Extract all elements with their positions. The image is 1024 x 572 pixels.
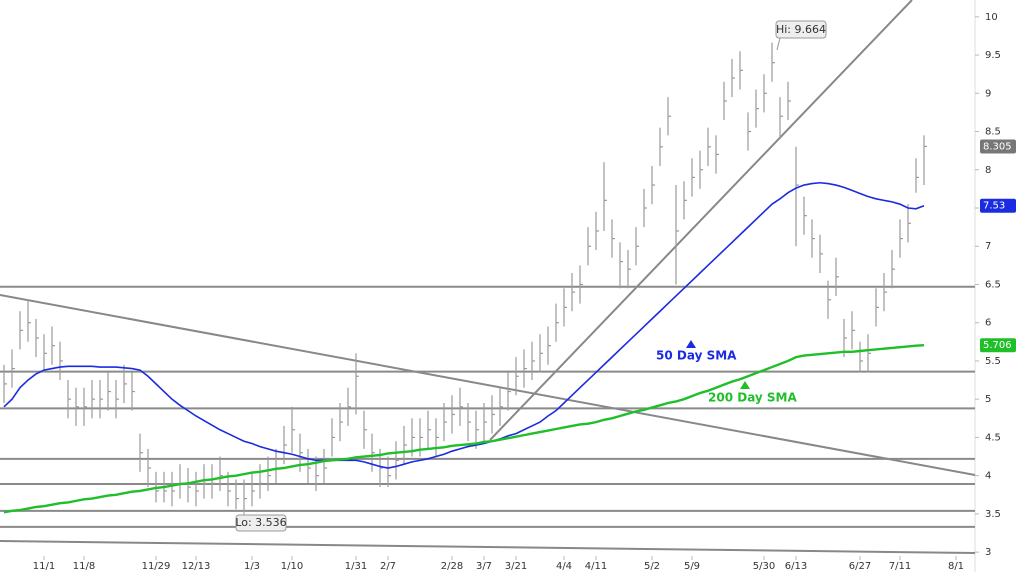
- x-tick-label: 5/9: [684, 561, 700, 572]
- sma-line: [3, 343, 925, 514]
- x-tick-label: 6/13: [785, 561, 807, 572]
- y-tick-label: 4.5: [985, 432, 1001, 443]
- y-tick-label: 9.5: [985, 50, 1001, 61]
- plot: 33.544.555.566.577.588.599.51011/111/811…: [0, 12, 1016, 572]
- last-sma-label: 5.706: [983, 340, 1012, 351]
- sma50-label: 50 Day SMA: [656, 349, 737, 363]
- trendline: [0, 540, 976, 554]
- last-price-label-box: [980, 139, 1016, 154]
- last-sma-label-box: [980, 198, 1016, 213]
- last-sma-label-box: [980, 338, 1016, 353]
- y-tick-label: 3.5: [985, 509, 1001, 520]
- trendline: [489, 0, 913, 441]
- x-tick-label: 4/4: [556, 561, 572, 572]
- x-tick-label: 3/21: [505, 561, 527, 572]
- x-tick-label: 11/29: [142, 561, 171, 572]
- hi-connector: [776, 37, 781, 51]
- lo-label: Lo: 3.536: [235, 516, 286, 529]
- y-tick-label: 4: [985, 471, 991, 482]
- sma50-marker: [686, 340, 696, 348]
- x-tick-label: 4/11: [585, 561, 607, 572]
- y-tick-label: 5.5: [985, 356, 1001, 367]
- trendline: [0, 294, 976, 476]
- y-tick-label: 8: [985, 165, 991, 176]
- last-sma-label: 7.53: [983, 201, 1005, 212]
- x-tick-label: 1/31: [345, 561, 367, 572]
- sma200-label: 200 Day SMA: [708, 391, 798, 405]
- y-tick-label: 8.5: [985, 127, 1001, 138]
- y-tick-label: 7: [985, 241, 991, 252]
- y-tick-label: 3: [985, 547, 991, 558]
- x-tick-label: 6/27: [849, 561, 871, 572]
- x-tick-label: 11/8: [73, 561, 95, 572]
- x-tick-label: 12/13: [182, 561, 211, 572]
- hi-label: Hi: 9.664: [776, 23, 826, 36]
- x-tick-label: 3/7: [476, 561, 492, 572]
- y-tick-label: 10: [985, 12, 998, 23]
- x-tick-label: 2/28: [441, 561, 463, 572]
- x-tick-label: 1/10: [281, 561, 303, 572]
- sma-line: [3, 181, 925, 469]
- x-tick-label: 5/2: [644, 561, 660, 572]
- lo-box: [235, 514, 287, 532]
- y-tick-label: 5: [985, 394, 991, 405]
- last-price-label: 8.305: [983, 141, 1012, 152]
- x-tick-label: 2/7: [380, 561, 396, 572]
- x-tick-label: 8/1: [948, 561, 964, 572]
- y-tick-label: 6: [985, 318, 991, 329]
- y-tick-label: 6.5: [985, 279, 1001, 290]
- y-tick-label: 9: [985, 88, 991, 99]
- x-tick-label: 7/11: [889, 561, 911, 572]
- x-tick-label: 11/1: [33, 561, 55, 572]
- x-tick-label: 1/3: [244, 561, 260, 572]
- hi-box: [775, 20, 827, 39]
- sma200-marker: [740, 381, 750, 389]
- x-tick-label: 5/30: [753, 561, 775, 572]
